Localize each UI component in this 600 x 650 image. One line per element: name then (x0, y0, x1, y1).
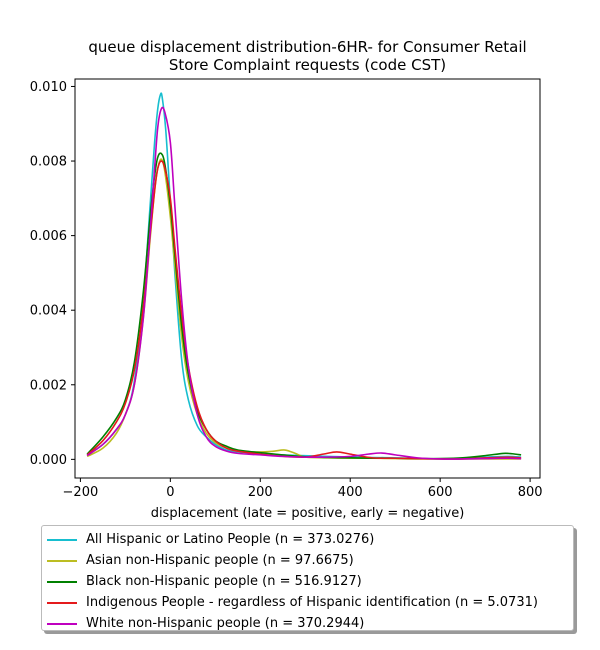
chart-title: queue displacement distribution-6HR- for… (0, 38, 600, 74)
y-tick-label: 0.008 (30, 155, 67, 170)
axis-ticks: −200 0 200 400 600 800 0.000 0.002 0.004 0.006 0.0… (30, 80, 543, 500)
legend-label: Asian non-Hispanic people (n = 97.6675) (86, 553, 354, 568)
legend-item: All Hispanic or Latino People (n = 373.0… (42, 529, 573, 550)
legend-item: Indigenous People - regardless of Hispan… (42, 592, 573, 613)
x-axis-label: displacement (late = positive, early = n… (150, 506, 465, 521)
legend-swatch (47, 539, 77, 541)
series-lines (86, 92, 522, 460)
x-tick-label: 0 (166, 485, 174, 500)
legend-swatch (47, 602, 77, 604)
legend-swatch (47, 581, 77, 583)
series-line-5 (86, 106, 522, 460)
x-tick-label: 600 (428, 485, 453, 500)
y-tick-label: 0.006 (30, 229, 67, 244)
legend-item: Black non-Hispanic people (n = 516.9127) (42, 571, 573, 592)
x-tick-label: 400 (338, 485, 363, 500)
y-tick-label: 0.004 (30, 304, 67, 319)
legend-label: Indigenous People - regardless of Hispan… (86, 595, 538, 610)
x-tick-label: −200 (63, 485, 99, 500)
legend-item: White non-Hispanic people (n = 370.2944) (42, 613, 573, 634)
legend-item: Asian non-Hispanic people (n = 97.6675) (42, 550, 573, 571)
y-tick-label: 0.000 (30, 453, 67, 468)
legend-label: Black non-Hispanic people (n = 516.9127) (86, 574, 362, 589)
chart-title-line-2: Store Complaint requests (code CST) (168, 56, 447, 74)
legend-label: All Hispanic or Latino People (n = 373.0… (86, 532, 375, 547)
legend-swatch (47, 560, 77, 562)
x-tick-label: 200 (248, 485, 273, 500)
legend-label: White non-Hispanic people (n = 370.2944) (86, 616, 365, 631)
chart-title-line-1: queue displacement distribution-6HR- for… (88, 38, 527, 56)
y-tick-label: 0.010 (30, 80, 67, 95)
plot-area (74, 78, 541, 479)
x-tick-label: 800 (518, 485, 543, 500)
y-tick-label: 0.002 (30, 378, 67, 393)
legend-swatch (47, 623, 77, 625)
legend: All Hispanic or Latino People (n = 373.0… (41, 525, 574, 631)
